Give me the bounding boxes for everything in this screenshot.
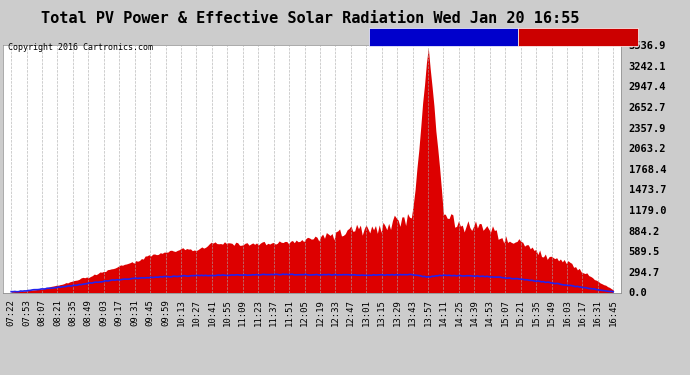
Text: Radiation (Effective w/m2): Radiation (Effective w/m2) [373,33,513,42]
Text: Copyright 2016 Cartronics.com: Copyright 2016 Cartronics.com [8,43,153,52]
Text: Total PV Power & Effective Solar Radiation Wed Jan 20 16:55: Total PV Power & Effective Solar Radiati… [41,11,580,26]
Text: PV Panels (DC Watts): PV Panels (DC Watts) [521,33,629,42]
